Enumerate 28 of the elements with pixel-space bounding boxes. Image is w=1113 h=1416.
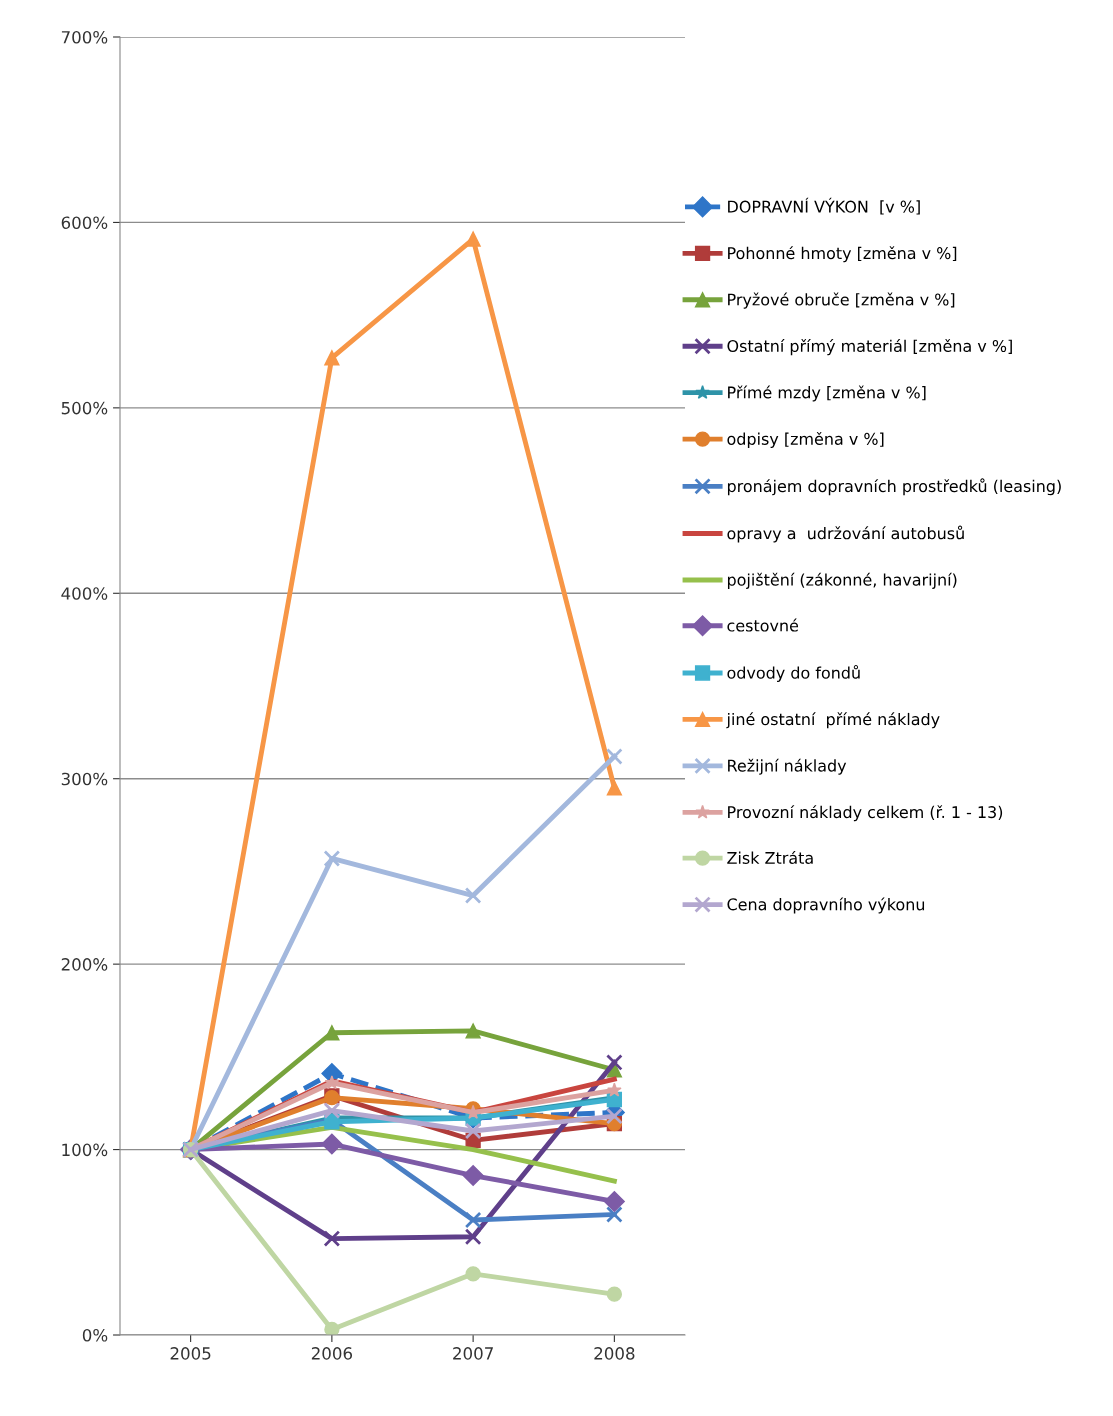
y-tick-label: 500% bbox=[61, 401, 108, 415]
y-tick-label: 100% bbox=[62, 1143, 108, 1157]
legend-label: cestovné bbox=[727, 618, 799, 632]
legend-label: Režijní náklady bbox=[728, 758, 847, 775]
legend-label: Přímé mzdy [změna v %] bbox=[728, 385, 926, 402]
x-tick-label: 2005 bbox=[170, 1347, 211, 1360]
legend-label: odpisy [změna v %] bbox=[727, 431, 884, 449]
x-tick-label: 2008 bbox=[594, 1347, 635, 1360]
legend-label: Pohonné hmoty [změna v %] bbox=[728, 246, 957, 263]
y-tick-label: 600% bbox=[61, 216, 108, 229]
legend-label: Ostatní přímý materiál [změna v %] bbox=[727, 339, 1012, 356]
legend-label: DOPRAVNÍ VÝKON [v %] bbox=[728, 197, 920, 215]
legend-label: Pryžové obruče [změna v %] bbox=[728, 292, 955, 309]
y-tick-label: 300% bbox=[61, 772, 108, 786]
y-tick-label: 400% bbox=[61, 587, 108, 600]
legend-label: opravy a udržování autobusů bbox=[727, 525, 964, 543]
x-tick-label: 2006 bbox=[311, 1347, 353, 1360]
legend-label: pronájem dopravních prostředků (leasing) bbox=[727, 478, 1061, 496]
legend-label: Cena dopravního výkonu bbox=[727, 897, 925, 914]
y-tick-label: 0% bbox=[82, 1328, 108, 1342]
legend-label: pojištění (zákonné, havarijní) bbox=[727, 572, 957, 589]
legend-label: Provozní náklady celkem (ř. 1 - 13) bbox=[728, 805, 1003, 822]
x-tick-label: 2007 bbox=[453, 1347, 493, 1360]
legend-label: jiné ostatní přímé náklady bbox=[726, 712, 940, 729]
legend-label: odvody do fondů bbox=[727, 665, 860, 682]
y-tick-label: 700% bbox=[61, 30, 108, 44]
legend-label: Zisk Ztráta bbox=[727, 850, 813, 864]
y-tick-label: 200% bbox=[61, 958, 108, 971]
